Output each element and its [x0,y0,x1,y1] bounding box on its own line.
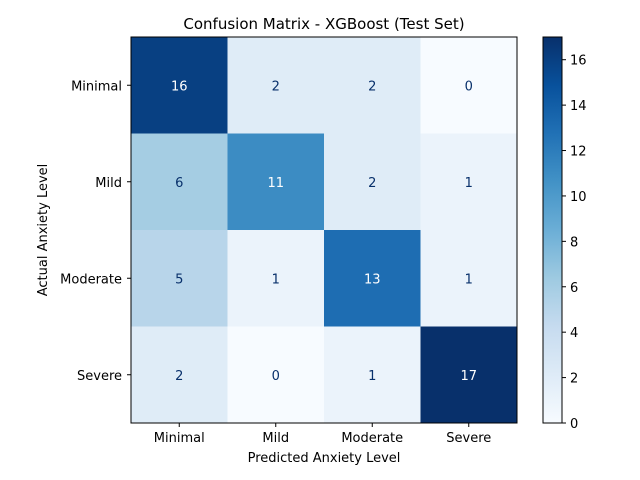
x-axis-label: Predicted Anxiety Level [248,451,401,466]
cell-value-label: 1 [368,369,376,384]
colorbar-tick-label: 10 [570,190,587,205]
heatmap-cell [324,37,421,134]
cell-value-label: 1 [465,176,473,191]
cell-value-label: 5 [175,272,183,287]
cell-value-label: 1 [465,272,473,287]
heatmap-cell [324,133,421,231]
cell-value-label: 11 [267,176,284,191]
colorbar-ticks: 0 2 4 6 8 10 12 14 16 [562,54,587,432]
cell-value-label: 6 [175,176,183,191]
cell-value-label: 0 [465,79,473,94]
cell-value-label: 2 [175,369,183,384]
heatmap-cell [131,37,228,134]
colorbar [542,36,563,424]
cell-value-label: 2 [368,176,376,191]
cell-value-label: 17 [460,369,477,384]
y-tick-label: Mild [95,176,122,191]
colorbar-tick-label: 16 [570,54,587,69]
colorbar-tick-label: 4 [570,326,578,341]
x-tick-label: Minimal [154,431,205,446]
x-tick-label: Moderate [341,431,403,446]
heatmap-cell [420,230,518,327]
y-tick-label: Moderate [60,272,122,287]
x-axis-ticks: Minimal Mild Moderate Severe [154,423,491,446]
cell-value-label: 1 [272,272,280,287]
heatmap-cell [131,230,228,327]
heatmap-cell [227,133,325,231]
heatmap-cell [420,37,518,134]
heatmap-cell [324,230,421,327]
colorbar-tick-label: 14 [570,99,587,114]
heatmap-cell [131,326,228,424]
cell-value-label: 2 [368,79,376,94]
chart-title: Confusion Matrix - XGBoost (Test Set) [183,15,464,33]
plot-frame [130,36,518,424]
y-axis-label: Actual Anxiety Level [36,164,51,297]
colorbar-tick-label: 6 [570,281,578,296]
cell-value-label: 13 [364,272,381,287]
heatmap-cell [131,133,228,231]
colorbar-tick-label: 0 [570,417,578,432]
colorbar-tick-label: 8 [570,235,578,250]
heatmap-cell [227,326,325,424]
cell-value-label: 16 [171,79,188,94]
cell-value-label: 0 [272,369,280,384]
x-tick-label: Mild [262,431,289,446]
y-axis-ticks: Minimal Mild Moderate Severe [60,79,131,384]
heatmap-cell [227,37,325,134]
heatmap-cell [324,326,421,424]
cell-value-label: 2 [272,79,280,94]
x-tick-label: Severe [446,431,491,446]
y-tick-label: Minimal [71,79,122,94]
heatmap-cell [420,133,518,231]
colorbar-tick-label: 2 [570,372,578,387]
heatmap-cell [420,326,518,424]
heatmap-cell [227,230,325,327]
colorbar-tick-label: 12 [570,145,587,160]
y-tick-label: Severe [77,369,122,384]
cell-value-labels: 16 2 2 0 6 11 2 1 5 1 13 1 2 0 1 17 [171,79,477,384]
heatmap-cells [131,37,518,424]
